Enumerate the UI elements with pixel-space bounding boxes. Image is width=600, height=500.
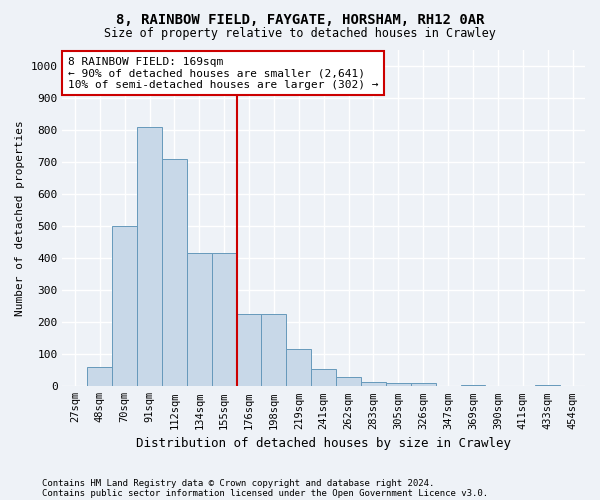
Bar	[162, 159, 187, 386]
Bar	[311, 368, 336, 386]
Bar	[262, 314, 286, 386]
Text: Contains public sector information licensed under the Open Government Licence v3: Contains public sector information licen…	[42, 488, 488, 498]
Bar	[386, 383, 411, 386]
X-axis label: Distribution of detached houses by size in Crawley: Distribution of detached houses by size …	[136, 437, 511, 450]
Y-axis label: Number of detached properties: Number of detached properties	[15, 120, 25, 316]
Bar	[336, 376, 361, 386]
Bar	[535, 384, 560, 386]
Text: 8, RAINBOW FIELD, FAYGATE, HORSHAM, RH12 0AR: 8, RAINBOW FIELD, FAYGATE, HORSHAM, RH12…	[116, 12, 484, 26]
Text: Size of property relative to detached houses in Crawley: Size of property relative to detached ho…	[104, 28, 496, 40]
Bar	[461, 384, 485, 386]
Text: Contains HM Land Registry data © Crown copyright and database right 2024.: Contains HM Land Registry data © Crown c…	[42, 478, 434, 488]
Bar	[411, 383, 436, 386]
Bar	[361, 382, 386, 386]
Text: 8 RAINBOW FIELD: 169sqm
← 90% of detached houses are smaller (2,641)
10% of semi: 8 RAINBOW FIELD: 169sqm ← 90% of detache…	[68, 56, 378, 90]
Bar	[212, 254, 236, 386]
Bar	[187, 254, 212, 386]
Bar	[88, 367, 112, 386]
Bar	[137, 127, 162, 386]
Bar	[286, 350, 311, 387]
Bar	[236, 314, 262, 386]
Bar	[112, 226, 137, 386]
